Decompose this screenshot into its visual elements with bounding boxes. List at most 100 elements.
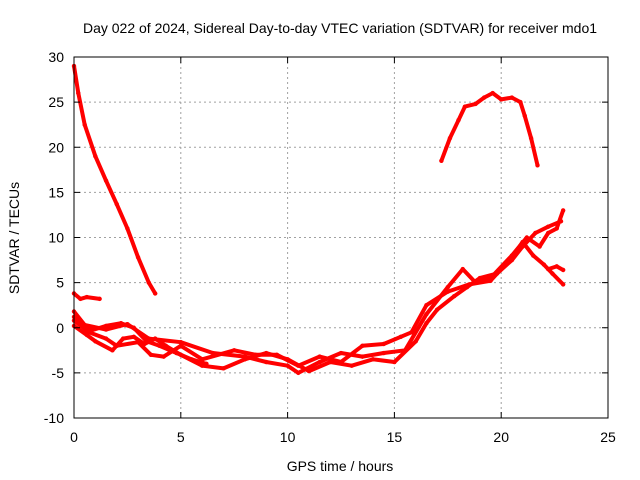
- data-point: [110, 348, 115, 353]
- data-point: [481, 95, 487, 100]
- data-point: [338, 350, 344, 356]
- y-tick-label: 0: [56, 320, 64, 336]
- data-point: [146, 280, 151, 285]
- data-point: [93, 154, 98, 159]
- data-point: [174, 350, 179, 356]
- data-point: [424, 312, 429, 317]
- data-point: [560, 208, 566, 213]
- data-point: [84, 294, 90, 300]
- ticks: 0 5 10 15 20 25 -10 -5 0 5 10 15 20 25 30: [44, 49, 616, 445]
- data-point: [409, 330, 414, 335]
- data-point: [537, 244, 542, 249]
- data-point: [328, 359, 333, 365]
- data-point: [161, 354, 166, 359]
- data-point: [541, 262, 547, 267]
- data-point: [78, 296, 83, 302]
- data-point: [550, 271, 555, 276]
- data-point: [97, 296, 102, 302]
- data-point: [264, 359, 269, 365]
- data-point: [464, 284, 470, 290]
- y-tick-label: 20: [48, 139, 64, 155]
- data-point: [204, 361, 209, 367]
- data-point: [317, 354, 322, 359]
- data-point: [93, 339, 98, 344]
- data-point: [509, 257, 515, 263]
- data-point: [178, 343, 183, 348]
- data-point: [103, 327, 109, 332]
- data-point: [545, 230, 551, 236]
- data-point: [349, 363, 354, 368]
- x-tick-label: 20: [493, 429, 509, 445]
- data-point: [125, 226, 130, 231]
- data-point: [84, 332, 90, 338]
- y-tick-label: 30: [48, 49, 64, 65]
- data-point: [264, 350, 269, 356]
- data-point: [554, 264, 559, 269]
- data-point: [118, 321, 124, 326]
- x-tick-label: 10: [280, 429, 296, 445]
- data-point: [509, 95, 515, 100]
- data-point: [306, 368, 312, 374]
- data-point: [413, 339, 418, 344]
- data-point: [545, 224, 551, 229]
- data-point: [152, 336, 158, 341]
- y-tick-label: 5: [56, 275, 64, 291]
- data-point: [531, 253, 536, 258]
- data-point: [131, 325, 137, 330]
- data-point: [285, 357, 290, 362]
- data-point: [477, 275, 483, 281]
- data-point: [445, 284, 450, 290]
- data-point: [120, 336, 126, 341]
- data-point: [296, 370, 301, 376]
- data-point: [88, 328, 94, 333]
- data-point: [232, 348, 237, 353]
- data-point: [178, 339, 183, 345]
- y-axis-title: SDTVAR / TECUs: [6, 182, 22, 294]
- data-point: [189, 357, 194, 362]
- data-point: [148, 352, 154, 358]
- data-point: [82, 122, 87, 127]
- data-point: [560, 282, 566, 287]
- data-point: [144, 339, 149, 344]
- data-point: [558, 219, 564, 224]
- data-point: [360, 343, 365, 348]
- data-point: [103, 323, 109, 329]
- data-point: [103, 336, 109, 341]
- data-point: [392, 359, 397, 365]
- x-tick-label: 5: [177, 429, 185, 445]
- data-point: [522, 113, 527, 118]
- data-point: [545, 266, 551, 272]
- data-point: [131, 334, 137, 339]
- data-point: [445, 289, 450, 294]
- data-point: [157, 343, 162, 348]
- grid: [74, 57, 608, 418]
- data-point: [447, 136, 453, 141]
- data-point: [533, 230, 538, 236]
- data-point: [460, 266, 465, 272]
- data-point: [452, 293, 457, 299]
- data-point: [135, 255, 141, 260]
- data-point: [528, 136, 534, 141]
- data-point: [424, 321, 429, 326]
- data-point: [381, 350, 386, 356]
- y-tick-label: 25: [48, 94, 64, 110]
- data-point: [424, 302, 429, 308]
- y-tick-label: 10: [48, 230, 64, 246]
- data-point: [360, 354, 365, 359]
- data-point: [221, 366, 226, 371]
- data-point: [76, 90, 81, 96]
- data-point: [317, 359, 322, 365]
- data-point: [554, 226, 559, 231]
- data-point: [520, 244, 525, 249]
- series-track-g: [72, 314, 209, 366]
- x-tick-label: 25: [600, 429, 616, 445]
- data-point: [381, 341, 386, 347]
- data-point: [499, 97, 504, 102]
- x-axis-title: GPS time / hours: [287, 458, 394, 474]
- data-point: [398, 334, 404, 339]
- x-tick-label: 15: [387, 429, 403, 445]
- data-point: [488, 278, 493, 284]
- data-point: [494, 271, 500, 276]
- data-point: [462, 104, 468, 109]
